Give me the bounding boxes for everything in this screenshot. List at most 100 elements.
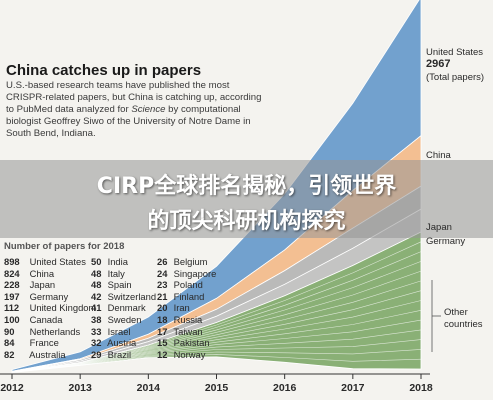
count-row: 38 Sweden	[91, 314, 156, 326]
count-row: 29 Brazil	[91, 349, 156, 361]
count-country: Brazil	[105, 348, 132, 360]
counts-column: 26 Belgium 24 Singapore 23 Poland 21 Finlan…	[157, 256, 216, 360]
label-japan: Japan	[426, 222, 452, 233]
count-country: United Kingdom	[27, 302, 97, 314]
count-country: Switzerland	[105, 290, 157, 302]
count-row: 84 France	[4, 337, 96, 349]
count-value: 20	[157, 302, 168, 314]
count-value: 100	[4, 313, 20, 325]
count-row: 48 Spain	[91, 279, 156, 291]
count-row: 33 Israel	[91, 326, 156, 338]
count-row: 112 United Kingdom	[4, 302, 96, 314]
count-row: 898 United States	[4, 256, 96, 268]
count-row: 32 Austria	[91, 337, 156, 349]
count-value: 23	[157, 279, 168, 291]
label-other-line-2: countries	[444, 319, 483, 330]
count-value: 50	[91, 256, 102, 267]
count-country: Sweden	[105, 313, 142, 325]
x-tick-label: 2018	[409, 382, 433, 394]
count-value: 12	[157, 348, 168, 360]
count-row: 24 Singapore	[157, 268, 216, 280]
count-country: Denmark	[105, 302, 146, 314]
count-row: 42 Switzerland	[91, 291, 156, 303]
count-country: Norway	[171, 348, 206, 360]
count-country: United States	[27, 256, 86, 267]
chart-description: U.S.-based research teams have published…	[6, 80, 262, 139]
count-value: 21	[157, 290, 168, 302]
count-row: 82 Australia	[4, 349, 96, 361]
x-tick-label: 2013	[68, 382, 92, 394]
label-germany: Germany	[426, 236, 466, 247]
count-country: Iran	[171, 302, 190, 314]
count-row: 12 Norway	[157, 349, 216, 361]
count-value: 48	[91, 279, 102, 291]
count-country: Netherlands	[27, 325, 81, 337]
label-us-total-note: (Total papers)	[426, 72, 485, 83]
count-row: 41 Denmark	[91, 302, 156, 314]
count-value: 82	[4, 348, 15, 360]
count-row: 197 Germany	[4, 291, 96, 303]
count-row: 50 India	[91, 256, 156, 268]
label-united-states: United States	[426, 47, 484, 58]
overlay-title-line-1: CIRP全球排名揭秘，引领世界	[96, 174, 397, 199]
count-country: Taiwan	[171, 325, 203, 337]
label-china: China	[426, 150, 451, 161]
count-row: 17 Taiwan	[157, 326, 216, 338]
x-tick-label: 2012	[0, 382, 24, 394]
count-country: France	[27, 337, 59, 349]
count-country: Singapore	[171, 267, 217, 279]
count-value: 18	[157, 313, 168, 325]
count-value: 824	[4, 267, 20, 279]
overlay-title-line-2: 的顶尖科研机构探究	[147, 209, 346, 234]
count-value: 42	[91, 290, 102, 302]
count-value: 48	[91, 267, 102, 279]
series-area-other-countries	[11, 231, 422, 373]
count-country: Belgium	[171, 256, 208, 267]
count-value: 24	[157, 267, 168, 279]
x-tick-label: 2016	[273, 382, 297, 394]
count-country: Japan	[27, 279, 56, 291]
overlay-banner	[0, 160, 493, 238]
count-country: India	[105, 256, 128, 267]
count-value: 15	[157, 337, 168, 349]
count-row: 26 Belgium	[157, 256, 216, 268]
counts-column: 50 India 48 Italy 48 Spain 42 Switzerland 41…	[91, 256, 156, 360]
chart-title: China catches up in papers	[6, 62, 202, 79]
count-row: 228 Japan	[4, 279, 96, 291]
count-value: 26	[157, 256, 168, 267]
count-value: 197	[4, 290, 20, 302]
count-value: 90	[4, 325, 15, 337]
x-tick-label: 2015	[205, 382, 229, 394]
count-row: 824 China	[4, 268, 96, 280]
count-row: 48 Italy	[91, 268, 156, 280]
count-row: 15 Pakistan	[157, 337, 216, 349]
label-us-total: 2967	[426, 58, 451, 70]
count-country: Poland	[171, 279, 203, 291]
count-country: Australia	[27, 348, 66, 360]
count-country: Italy	[105, 267, 125, 279]
stream-line	[11, 354, 422, 373]
count-value: 228	[4, 279, 20, 291]
count-row: 100 Canada	[4, 314, 96, 326]
count-value: 32	[91, 337, 102, 349]
x-tick-label: 2014	[137, 382, 161, 394]
count-country: Canada	[27, 313, 63, 325]
count-value: 29	[91, 348, 102, 360]
count-value: 38	[91, 313, 102, 325]
count-country: Russia	[171, 313, 203, 325]
count-value: 84	[4, 337, 15, 349]
count-country: Spain	[105, 279, 132, 291]
count-row: 20 Iran	[157, 302, 216, 314]
count-value: 33	[91, 325, 102, 337]
count-country: Pakistan	[171, 337, 210, 349]
count-country: Israel	[105, 325, 131, 337]
count-value: 41	[91, 302, 102, 314]
count-country: Austria	[105, 337, 137, 349]
count-value: 898	[4, 256, 20, 267]
count-country: China	[27, 267, 55, 279]
counts-column: 898 United States 824 China 228 Japan 197 G…	[4, 256, 96, 360]
count-row: 90 Netherlands	[4, 326, 96, 338]
count-country: Germany	[27, 290, 69, 302]
x-tick-label: 2017	[341, 382, 365, 394]
counts-title: Number of papers for 2018	[4, 241, 125, 252]
